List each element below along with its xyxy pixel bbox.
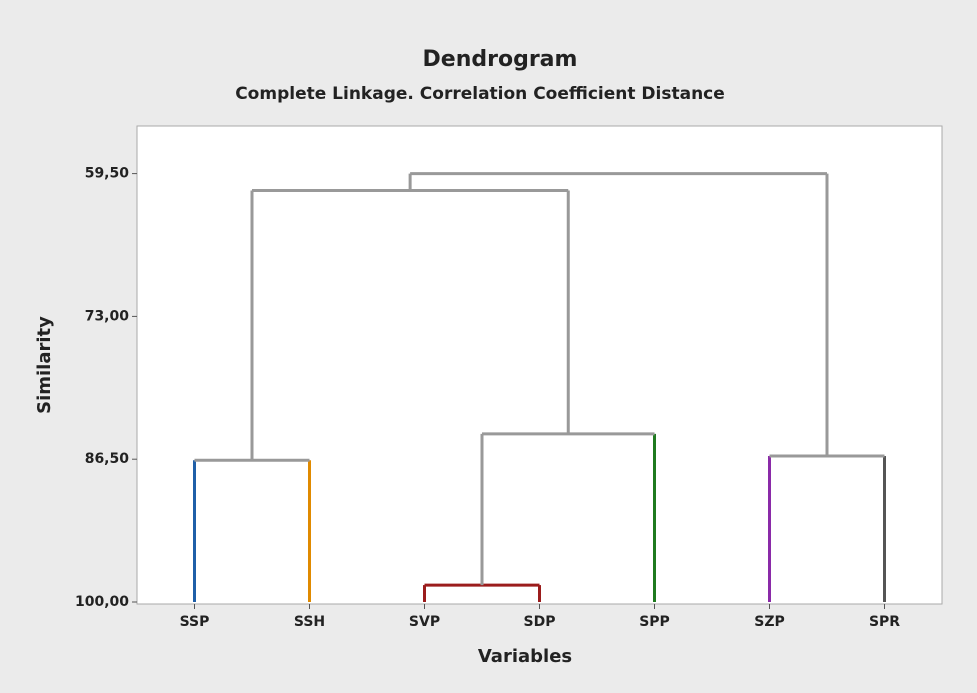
- y-tick-label: 73,00: [85, 308, 130, 324]
- plot-area: [136, 125, 943, 605]
- chart-title: Dendrogram: [423, 47, 578, 72]
- y-tick-label: 100,00: [75, 594, 129, 610]
- y-tick-label: 59,50: [85, 166, 130, 182]
- y-axis-label: Similarity: [34, 316, 55, 414]
- x-tick-label: SSH: [294, 614, 325, 630]
- dendrogram-link: [408, 172, 829, 457]
- x-tick-label: SPP: [639, 614, 670, 630]
- x-tick-label: SSP: [180, 614, 210, 630]
- x-tick-label: SVP: [409, 614, 440, 630]
- x-tick-label: SPR: [869, 614, 900, 630]
- x-tick-label: SZP: [754, 614, 785, 630]
- chart-subtitle: Complete Linkage. Correlation Coefficien…: [235, 84, 725, 104]
- y-tick-label: 86,50: [85, 451, 130, 467]
- x-axis-label: Variables: [478, 646, 572, 667]
- x-tick-label: SDP: [524, 614, 556, 630]
